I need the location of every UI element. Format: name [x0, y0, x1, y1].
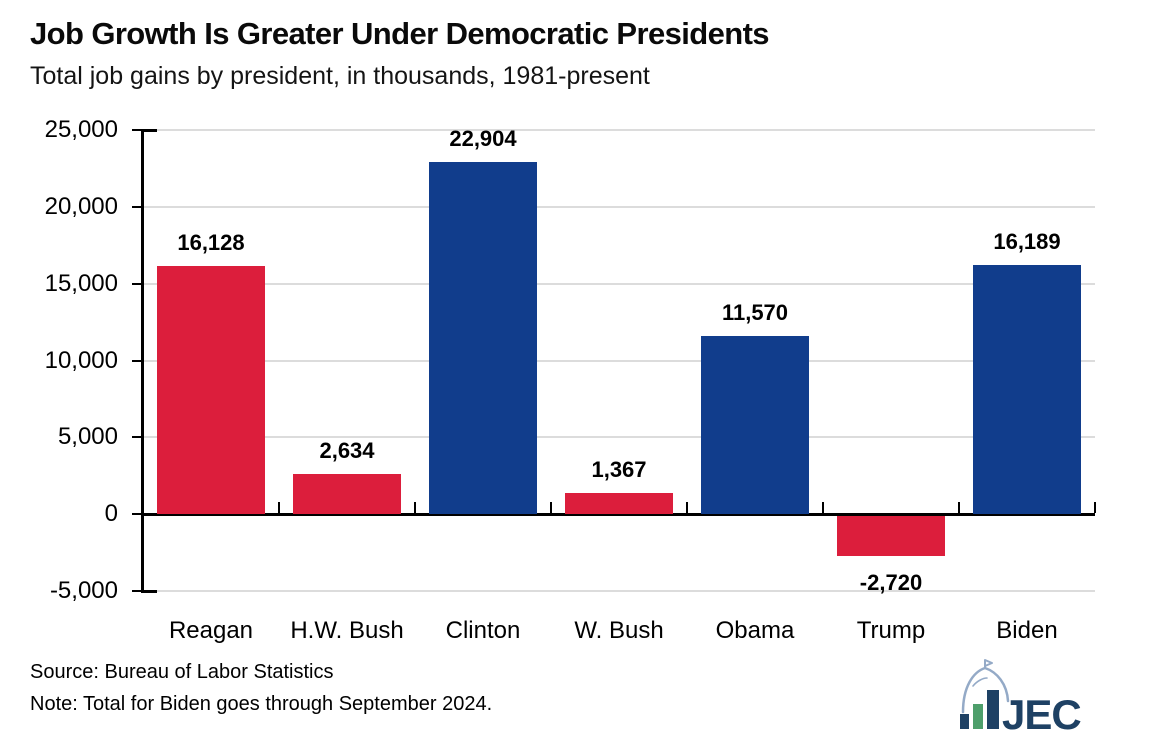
x-category-label: Clinton	[445, 617, 521, 644]
x-tick-mark	[550, 502, 552, 513]
x-category-label: Reagan	[168, 617, 254, 644]
bar	[973, 265, 1081, 514]
y-tick-mark	[132, 129, 141, 131]
y-tick-mark	[132, 436, 141, 438]
bar	[565, 493, 673, 514]
bar	[701, 336, 809, 514]
note-text: Note: Total for Biden goes through Septe…	[30, 693, 493, 715]
y-tick-label: 20,000	[44, 193, 118, 220]
y-tick-mark	[132, 590, 141, 592]
bar	[157, 266, 265, 514]
chart-title: Job Growth Is Greater Under Democratic P…	[30, 16, 770, 51]
y-tick-label: 5,000	[57, 423, 118, 450]
y-axis-bottom-cap	[144, 590, 157, 593]
gridline	[143, 283, 1095, 285]
y-tick-label: 10,000	[44, 347, 118, 374]
x-category-label: Trump	[856, 617, 926, 644]
y-axis-line	[141, 129, 144, 593]
y-tick-label: 15,000	[44, 270, 118, 297]
logo-wordmark: JEC	[1002, 691, 1081, 738]
bar-value-label: 16,128	[177, 230, 245, 255]
bar-value-label: -2,720	[859, 570, 923, 595]
bar-value-label: 16,189	[993, 229, 1061, 254]
bar	[837, 516, 945, 556]
bar	[293, 474, 401, 514]
x-tick-mark	[278, 502, 280, 513]
x-tick-mark	[414, 502, 416, 513]
x-category-label: Biden	[996, 617, 1058, 644]
x-category-label: W. Bush	[574, 617, 664, 644]
y-tick-label: 0	[104, 500, 118, 527]
x-tick-mark	[822, 502, 824, 513]
x-tick-mark	[1094, 502, 1096, 513]
y-tick-label: -5,000	[49, 577, 118, 604]
gridline	[143, 360, 1095, 362]
chart-subtitle: Total job gains by president, in thousan…	[30, 62, 650, 90]
y-tick-mark	[132, 513, 141, 515]
y-tick-label: 25,000	[44, 116, 118, 143]
gridline	[143, 590, 1095, 592]
capitol-dome-icon	[961, 659, 1010, 714]
bar-value-label: 11,570	[721, 300, 789, 325]
bar	[429, 162, 537, 514]
bar-value-label: 1,367	[591, 457, 647, 482]
y-tick-mark	[132, 360, 141, 362]
zero-axis-line	[143, 513, 1095, 516]
gridline	[143, 129, 1095, 131]
bar-value-label: 22,904	[449, 126, 517, 151]
y-axis-top-cap	[144, 129, 157, 132]
x-category-label: Obama	[715, 617, 795, 644]
y-tick-mark	[132, 283, 141, 285]
logo-bars-icon	[960, 690, 999, 729]
x-category-label: H.W. Bush	[290, 617, 404, 644]
x-tick-mark	[686, 502, 688, 513]
source-text: Source: Bureau of Labor Statistics	[30, 661, 334, 683]
bar-value-label: 2,634	[319, 438, 375, 463]
gridline	[143, 436, 1095, 438]
x-tick-mark	[142, 502, 144, 513]
x-tick-mark	[958, 502, 960, 513]
y-tick-mark	[132, 206, 141, 208]
jec-logo: JEC	[960, 659, 1082, 738]
gridline	[143, 206, 1095, 208]
